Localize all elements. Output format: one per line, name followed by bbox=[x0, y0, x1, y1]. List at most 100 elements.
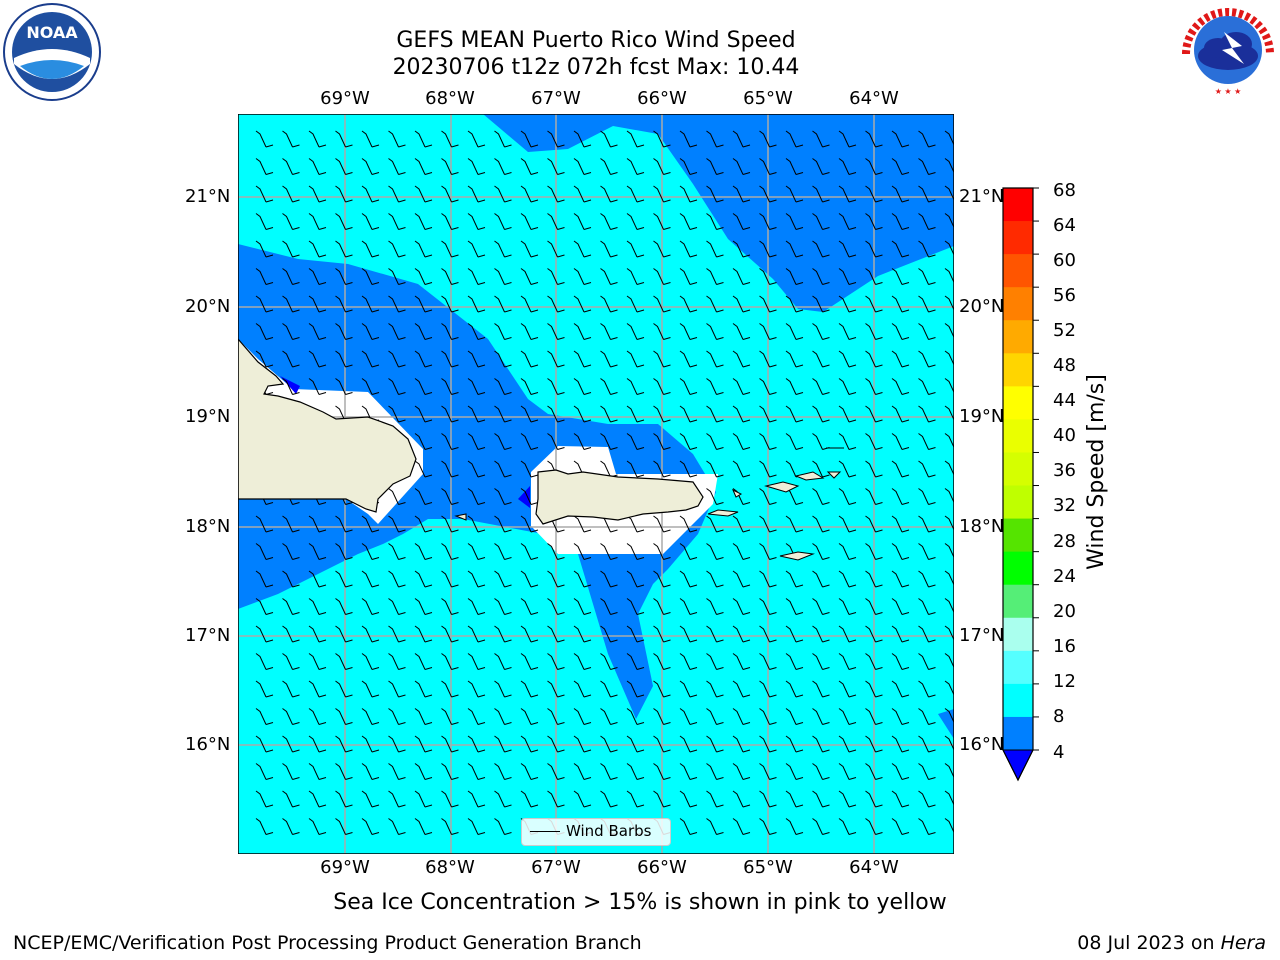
wind-barb bbox=[865, 405, 883, 423]
wind-barb bbox=[732, 708, 751, 725]
wind-barb bbox=[891, 158, 910, 175]
wind-barb bbox=[441, 790, 459, 808]
wind-barb bbox=[441, 268, 459, 285]
wind-barb bbox=[335, 570, 353, 588]
wind-barb bbox=[361, 818, 380, 835]
lat-label-right-20n: 20°N bbox=[959, 296, 1005, 317]
wind-barb bbox=[706, 295, 724, 313]
wind-barb bbox=[812, 323, 830, 340]
wind-barb bbox=[467, 460, 486, 478]
wind-barb bbox=[891, 350, 910, 368]
wind-barb bbox=[494, 653, 512, 670]
wind-barb bbox=[335, 515, 353, 533]
wind-barb bbox=[918, 185, 936, 203]
wind-barb bbox=[335, 680, 353, 698]
wind-barb bbox=[335, 158, 353, 175]
wind-barb bbox=[944, 158, 954, 174]
wind-barb bbox=[812, 405, 830, 423]
wind-barb bbox=[891, 790, 910, 808]
lat-label-left-16n: 16°N bbox=[185, 734, 231, 755]
wind-barb bbox=[308, 130, 327, 148]
wind-barb bbox=[441, 763, 459, 780]
wind-barb bbox=[520, 405, 539, 423]
wind-barb bbox=[918, 735, 936, 753]
wind-barb bbox=[600, 708, 618, 725]
wind-barb bbox=[653, 460, 671, 478]
wind-barb bbox=[653, 158, 671, 175]
wind-barb bbox=[255, 515, 274, 533]
wind-barb bbox=[812, 268, 830, 285]
wind-barb bbox=[388, 598, 406, 615]
wind-barb bbox=[626, 680, 645, 698]
footer-machine: Hera bbox=[1220, 932, 1266, 954]
wind-barb bbox=[388, 818, 406, 835]
wind-barb bbox=[865, 653, 883, 670]
wind-barb bbox=[653, 598, 671, 615]
wind-barb bbox=[388, 625, 406, 643]
wind-barb bbox=[255, 598, 274, 615]
wind-barb bbox=[494, 268, 512, 285]
wind-barb bbox=[361, 790, 380, 808]
wind-barb bbox=[520, 735, 539, 753]
wind-barb bbox=[759, 653, 777, 670]
wind-barb bbox=[812, 213, 830, 230]
wind-barb bbox=[679, 405, 698, 423]
wind-barb bbox=[891, 543, 910, 560]
wind-barb bbox=[282, 268, 300, 285]
wind-barb bbox=[838, 295, 857, 313]
wind-barb bbox=[838, 405, 857, 423]
wind-barb bbox=[494, 708, 512, 725]
wind-barb bbox=[388, 323, 406, 340]
wind-barb bbox=[706, 323, 724, 340]
colorbar-segment bbox=[1003, 584, 1033, 619]
wind-barb bbox=[838, 240, 857, 258]
wind-barb bbox=[653, 570, 671, 588]
wind-barb bbox=[732, 323, 751, 340]
wind-barb bbox=[335, 378, 353, 395]
colorbar-segment bbox=[1003, 221, 1033, 255]
wind-barb bbox=[414, 323, 433, 340]
wind-barb bbox=[494, 763, 512, 780]
wind-barb bbox=[944, 405, 954, 422]
wind-barb bbox=[865, 158, 883, 175]
wind-barb bbox=[414, 763, 433, 780]
wind-barb bbox=[361, 625, 380, 643]
wind-barb bbox=[706, 818, 724, 835]
wind-barb bbox=[547, 405, 565, 423]
wind-barb bbox=[785, 268, 804, 285]
wind-barb bbox=[679, 268, 698, 285]
wind-region-southeast bbox=[938, 709, 954, 739]
legend-label: Wind Barbs bbox=[566, 822, 652, 840]
wind-barb bbox=[732, 158, 751, 175]
wind-barb bbox=[944, 790, 954, 807]
wind-barb bbox=[785, 653, 804, 670]
wind-barb bbox=[891, 213, 910, 230]
wind-barb bbox=[520, 488, 539, 505]
wind-barb bbox=[679, 158, 698, 175]
wind-barb bbox=[520, 185, 539, 203]
colorbar-segment bbox=[1003, 452, 1033, 487]
wind-barb bbox=[414, 625, 433, 643]
wind-barb bbox=[706, 653, 724, 670]
wind-barb bbox=[520, 790, 539, 808]
wind-barb bbox=[335, 295, 353, 313]
wind-barb bbox=[282, 708, 300, 725]
wind-barb bbox=[918, 543, 936, 560]
wind-barb bbox=[573, 130, 592, 148]
wind-barb bbox=[282, 295, 300, 313]
wind-barb bbox=[467, 323, 486, 340]
wind-barb bbox=[547, 130, 565, 148]
wind-barb bbox=[865, 488, 883, 505]
wind-barb bbox=[838, 185, 857, 203]
wind-minimum-2 bbox=[518, 486, 530, 508]
wind-barb bbox=[414, 433, 433, 450]
lon-label-top-65w: 65°W bbox=[743, 88, 793, 109]
wind-barb bbox=[838, 130, 857, 148]
wind-barb bbox=[785, 598, 804, 615]
wind-barb bbox=[626, 158, 645, 175]
wind-barb bbox=[573, 158, 592, 175]
wind-barb bbox=[626, 405, 645, 423]
wind-barb bbox=[361, 158, 380, 175]
wind-barb bbox=[891, 130, 910, 148]
wind-barb bbox=[891, 735, 910, 753]
